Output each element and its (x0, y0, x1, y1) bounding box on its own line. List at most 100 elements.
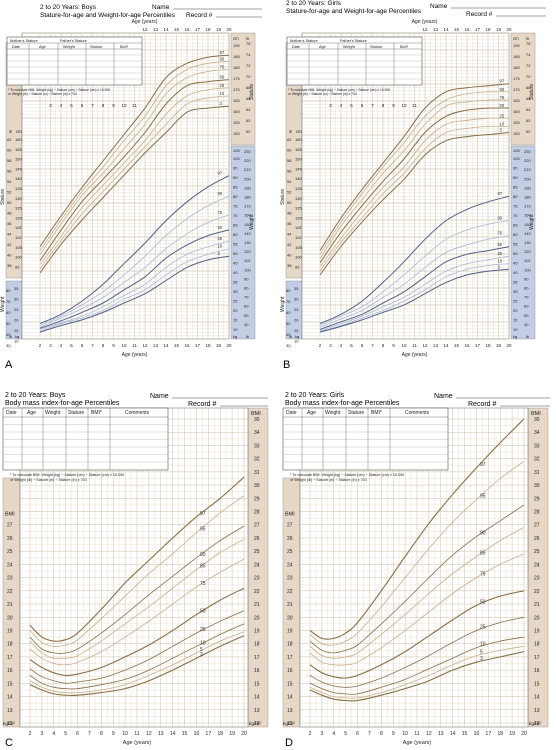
age-tick-bottom: 14 (163, 343, 169, 348)
stature-percentile-label-50: 50 (500, 103, 505, 108)
date-column-header: Date (12, 45, 20, 49)
stature-inch-tick: 66 (246, 96, 251, 101)
panel-b-subtitle: Stature-for-age and Weight-for-age Perce… (286, 8, 422, 15)
bmi-right-tick: 31 (254, 470, 260, 476)
bmi-percentile-label-10: 10 (480, 642, 486, 648)
stature-percentile-label-25: 25 (500, 113, 505, 118)
age-tick-bottom: 15 (462, 731, 468, 737)
bmi-percentile-label-85: 85 (480, 550, 486, 556)
age-tick-inside: 3 (329, 103, 332, 108)
weight-kg-tick: 35 (233, 280, 238, 285)
weight-lb-tick: 40 (244, 322, 249, 327)
fathers-stature-label: Father's Stature (340, 39, 367, 43)
stature-cm-tick: 140 (15, 176, 22, 181)
stature-percentile-label-90: 90 (220, 56, 225, 61)
weight-kg-tick: 95 (233, 166, 238, 171)
panel-a-letter: A (5, 359, 13, 371)
weight-lb-tick: 40 (6, 332, 11, 337)
weight-lb-tick: 200 (244, 176, 251, 181)
bmi-left-axis-label: BMI (5, 512, 15, 518)
stature-percentile-label-25: 25 (220, 83, 225, 88)
age-tick-bottom: 16 (474, 731, 480, 737)
stature-cm-tick: 105 (295, 245, 302, 250)
weight-lb-tick: 220 (244, 158, 251, 163)
stature-cm-tick: 140 (295, 176, 302, 181)
bmi-percentile-label-95: 95 (480, 494, 486, 500)
stature-column-header: Stature (68, 410, 84, 416)
age-tick-bottom: 19 (216, 343, 222, 348)
weight-axis-label: Weight (249, 214, 255, 230)
panel-c-header: 2 to 20 Years: Boys Body mass index-for-… (5, 392, 268, 749)
lb-unit-label: lb (246, 334, 250, 339)
stature-inch-tick: 74 (526, 52, 531, 57)
age-tick-inside: 5 (350, 103, 353, 108)
stature-inch-tick: 40 (287, 253, 292, 258)
panel-b: Mother's Stature Father's Stature Date Age W… (280, 19, 536, 358)
bmi-left-unit-label: kg/m² (3, 721, 15, 727)
stature-inch-tick: 66 (526, 96, 531, 101)
weight-kg-tick: 35 (513, 280, 518, 285)
stature-cm-tick: 160 (295, 137, 302, 142)
bmi-percentile-label-5: 5 (200, 647, 203, 653)
stature-cm-tick: 155 (513, 120, 520, 125)
weight-kg-tick: 50 (513, 251, 518, 256)
weight-lb-tick: 50 (286, 321, 291, 326)
age-tick-bottom: 5 (70, 343, 73, 348)
kg-unit-label: kg (15, 334, 19, 339)
weight-axis-label: Weight (0, 296, 6, 312)
weight-percentile-curve-90 (39, 195, 230, 326)
age-tick-bottom: 6 (361, 343, 364, 348)
age-tick-top: 13 (433, 27, 439, 32)
age-tick-top: 14 (443, 27, 449, 32)
age-tick-inside: 5 (70, 103, 73, 108)
age-tick-bottom: 8 (100, 731, 103, 737)
bmi-column-header: BMI* (371, 410, 382, 416)
stature-inch-tick: 72 (526, 63, 531, 68)
bmi-right-tick: 33 (254, 443, 260, 449)
weight-kg-tick: 10 (294, 339, 299, 344)
weight-lb-tick: 60 (6, 310, 11, 315)
age-axis-top-label: Age (years) (412, 19, 438, 25)
stature-percentile-label-3: 3 (500, 128, 503, 133)
weight-percentile-curve-97 (319, 195, 510, 325)
bmi-left-tick: 16 (287, 668, 293, 674)
age-column-header: Age (307, 410, 316, 416)
bmi-right-tick: 34 (534, 430, 540, 436)
weight-lb-tick: 80 (286, 288, 291, 293)
bmi-formula-note: * To calculate BMI: Weight (kg) ÷ Statur… (10, 473, 124, 477)
bmi-left-tick: 17 (287, 655, 293, 661)
bmi-percentile-curve-97 (309, 418, 525, 640)
age-tick-bottom: 11 (134, 731, 139, 737)
weight-lb-tick: 80 (244, 286, 249, 291)
stature-percentile-curve-97 (39, 54, 230, 247)
age-tick-top: 16 (464, 27, 470, 32)
stature-inch-tick: 48 (7, 211, 12, 216)
stature-cm-tick: 165 (233, 98, 240, 103)
bmi-right-tick: 33 (534, 443, 540, 449)
age-tick-bottom: 9 (392, 731, 395, 737)
weight-percentile-label-90: 90 (497, 216, 502, 221)
stature-percentile-curve-50 (39, 79, 230, 261)
stature-inch-tick: 68 (526, 85, 531, 90)
stature-axis-label: Stature (249, 84, 255, 100)
weight-lb-tick: 40 (286, 332, 291, 337)
bmi-left-tick: 25 (287, 549, 293, 555)
age-tick-bottom: 20 (506, 343, 512, 348)
age-tick-inside: 6 (81, 103, 84, 108)
age-tick-bottom: 17 (206, 731, 212, 737)
age-tick-bottom: 5 (344, 731, 347, 737)
table-frame (2, 407, 169, 471)
weight-lb-tick: 140 (244, 231, 251, 236)
bmi-left-tick: 21 (287, 602, 293, 608)
bmi-left-tick: 27 (7, 523, 13, 529)
inches-unit-label: in (9, 129, 13, 134)
weight-percentile-label-75: 75 (497, 231, 502, 236)
stature-percentile-curve-3 (39, 105, 230, 274)
weight-lb-tick: 70 (286, 299, 291, 304)
stature-percentile-curve-90 (39, 60, 230, 251)
weight-percentile-label-97: 97 (217, 171, 222, 176)
stature-inch-tick: 46 (7, 221, 12, 226)
stature-percentile-curve-3 (319, 132, 510, 276)
bmi-left-tick: 13 (287, 708, 293, 714)
age-tick-bottom: 8 (382, 343, 385, 348)
